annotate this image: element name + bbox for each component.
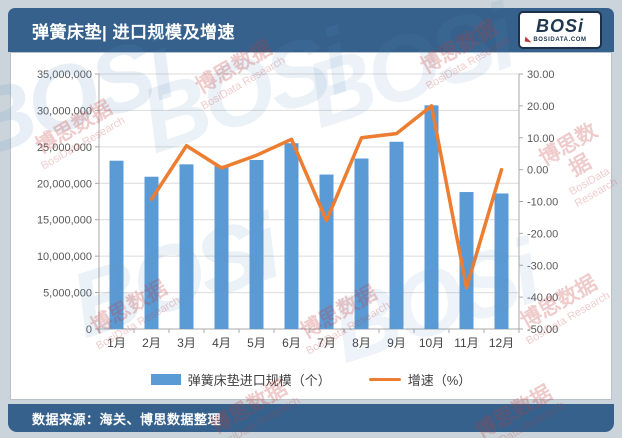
left-axis-tick-label: 5,000,000 xyxy=(43,288,92,300)
right-axis-tick-label: -30.00 xyxy=(527,260,558,272)
header-bar: 弹簧床垫| 进口规模及增速 BOSi BOSIDATA.COM xyxy=(8,8,614,52)
legend-label-import-scale: 弹簧床垫进口规模（个） xyxy=(187,373,331,388)
right-axis-tick-label: -40.00 xyxy=(527,292,558,304)
combo-chart: 0 5,000,000 10,000,000 15,000,000 20,000,000… xyxy=(37,69,558,350)
legend-swatch-bars xyxy=(150,374,181,385)
right-axis-tick-label: 0.00 xyxy=(527,165,548,177)
bar-10月 xyxy=(424,105,439,329)
bar-12月 xyxy=(494,193,509,329)
data-source-text: 数据来源：海关、博思数据整理 xyxy=(32,411,222,427)
x-axis-label: 5月 xyxy=(247,336,266,350)
right-axis-tick-label: -10.00 xyxy=(527,197,558,209)
logo-triangle-icon xyxy=(524,36,533,43)
bar-5月 xyxy=(249,159,264,329)
chart-legend: 弹簧床垫进口规模（个） 增速（%） xyxy=(11,370,611,389)
left-axis-tick-label: 35,000,000 xyxy=(37,69,92,81)
bar-11月 xyxy=(459,192,474,329)
right-axis-tick-label: -50.00 xyxy=(527,324,558,336)
legend-label-growth: 增速（%） xyxy=(407,373,472,388)
bar-8月 xyxy=(354,158,369,329)
left-axis-tick-label: 30,000,000 xyxy=(37,105,92,117)
bar-9月 xyxy=(389,141,404,329)
bar-4月 xyxy=(214,165,229,329)
legend-swatch-line xyxy=(368,378,401,381)
growth-line xyxy=(149,104,504,290)
brand-logo: BOSi BOSIDATA.COM xyxy=(518,11,602,49)
x-axis-label: 6月 xyxy=(282,336,301,350)
left-axis-tick-label: 15,000,000 xyxy=(37,215,92,227)
left-axis-tick-label: 20,000,000 xyxy=(37,178,92,190)
bar-6月 xyxy=(284,143,299,329)
x-axis-label: 7月 xyxy=(317,336,336,350)
left-axis-tick-label: 0 xyxy=(86,324,92,336)
legend-item-import-scale: 弹簧床垫进口规模（个） xyxy=(150,370,331,389)
x-axis-label: 10月 xyxy=(419,336,444,350)
bar-1月 xyxy=(109,160,124,329)
bar-2月 xyxy=(144,176,159,329)
page-title: 弹簧床垫| 进口规模及增速 xyxy=(32,22,235,42)
x-axis-label: 3月 xyxy=(177,336,196,350)
right-axis-tick-label: -20.00 xyxy=(527,228,558,240)
bar-7月 xyxy=(319,174,334,329)
x-axis-label: 2月 xyxy=(142,336,161,350)
chart-panel: 0 5,000,000 10,000,000 15,000,000 20,000,000… xyxy=(10,52,612,400)
logo-domain-text: BOSIDATA.COM xyxy=(533,37,587,43)
x-axis-label: 9月 xyxy=(387,336,406,350)
right-axis-tick-label: 30.00 xyxy=(527,69,555,81)
x-axis-label: 4月 xyxy=(212,336,231,350)
logo-brand-text: BOSi xyxy=(535,16,584,36)
left-axis-tick-label: 10,000,000 xyxy=(37,251,92,263)
x-axis-label: 11月 xyxy=(454,336,478,350)
x-axis-label: 1月 xyxy=(107,336,126,350)
legend-item-growth: 增速（%） xyxy=(368,370,472,389)
right-axis-tick-label: 10.00 xyxy=(527,133,555,145)
x-axis-label: 8月 xyxy=(352,336,371,350)
x-axis-label: 12月 xyxy=(489,336,514,350)
footer-bar: 数据来源：海关、博思数据整理 xyxy=(8,404,614,432)
left-axis-tick-label: 25,000,000 xyxy=(37,142,92,154)
right-axis-tick-label: 20.00 xyxy=(527,101,555,113)
bar-3月 xyxy=(179,164,194,329)
